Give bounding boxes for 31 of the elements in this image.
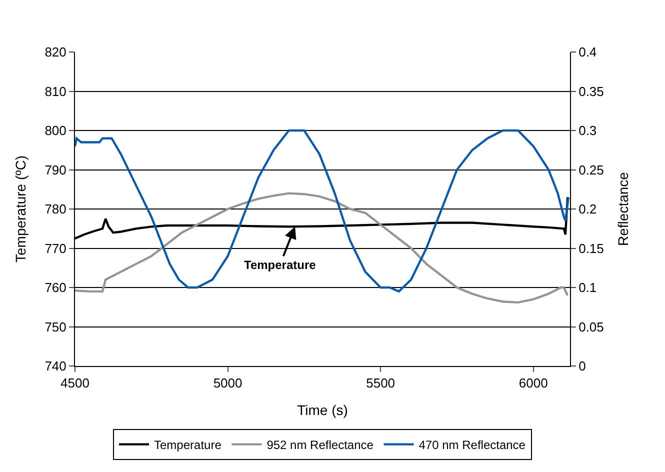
y-tick-label: 750: [44, 319, 66, 334]
y2-tick-label: 0.25: [578, 162, 604, 178]
y-tick-label: 800: [44, 123, 66, 138]
y2-tick-label: 0.4: [578, 44, 597, 60]
y-tick-label: 810: [44, 84, 66, 99]
x-tick-label: 6000: [518, 376, 548, 391]
legend-label: Temperature: [154, 438, 222, 452]
legend-label: 470 nm Reflectance: [418, 438, 526, 452]
y-tick-label: 770: [44, 240, 66, 256]
legend-label: 952 nm Reflectance: [266, 438, 374, 452]
y-tick-label: 820: [44, 44, 66, 60]
x-tick-label: 5500: [366, 376, 396, 391]
y-axis-title: Temperature (ºC): [12, 155, 28, 263]
y-tick-label: 780: [44, 202, 66, 217]
x-axis-title: Time (s): [297, 402, 348, 418]
x-tick-label: 5000: [213, 376, 242, 391]
y2-tick-label: 0.1: [578, 280, 597, 296]
annotation: Temperature: [244, 258, 316, 272]
y2-tick-label: 0.3: [578, 123, 597, 138]
x-tick-label: 4500: [60, 376, 90, 391]
y2-tick-label: 0.35: [578, 84, 604, 99]
y-tick-label: 740: [44, 358, 66, 374]
y2-tick-label: 0.2: [578, 202, 597, 217]
line-series: [75, 129, 570, 293]
y2-axis-title: Reflectance: [615, 172, 632, 246]
y2-tick-label: 0.15: [578, 240, 604, 256]
y2-tick-label: 0.05: [578, 319, 604, 334]
y-tick-label: 760: [44, 280, 66, 296]
y-tick-label: 790: [44, 162, 66, 178]
y2-tick-label: 0: [578, 358, 586, 374]
line-series: [75, 192, 569, 304]
